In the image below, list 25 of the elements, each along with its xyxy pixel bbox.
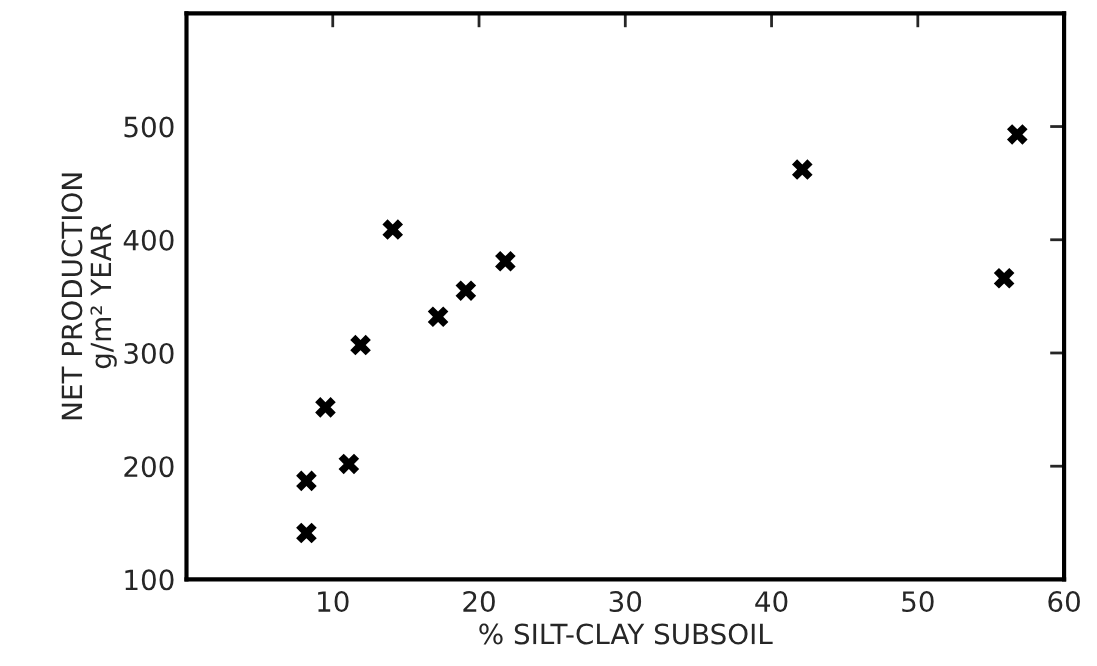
point — [382, 219, 404, 240]
y-tick-label: 400 — [123, 229, 174, 251]
x-tick-label: 40 — [755, 591, 788, 613]
point — [338, 453, 360, 475]
point — [427, 306, 449, 328]
x-tick-label: 60 — [1048, 591, 1080, 613]
point — [455, 280, 477, 302]
y-tick-label: 300 — [124, 342, 174, 364]
point — [296, 470, 317, 492]
x-tick-label: 30 — [609, 591, 642, 613]
y-tick-label: 500 — [124, 116, 174, 138]
point — [350, 334, 371, 356]
point — [315, 397, 336, 418]
y-tick-label: 100 — [125, 569, 174, 591]
y-axis-title: NET PRODUCTION g/m² YEAR — [61, 173, 117, 420]
x-tick-label: 20 — [463, 591, 495, 613]
point — [495, 250, 516, 272]
y-tick-label: 200 — [124, 456, 174, 478]
point — [791, 159, 813, 180]
x-tick-label: 50 — [902, 591, 934, 613]
x-axis-title: % SILT-CLAY SUBSOIL — [479, 623, 773, 645]
point — [1006, 124, 1028, 145]
point — [296, 522, 317, 544]
point — [993, 267, 1015, 289]
x-tick-label: 10 — [318, 591, 349, 613]
